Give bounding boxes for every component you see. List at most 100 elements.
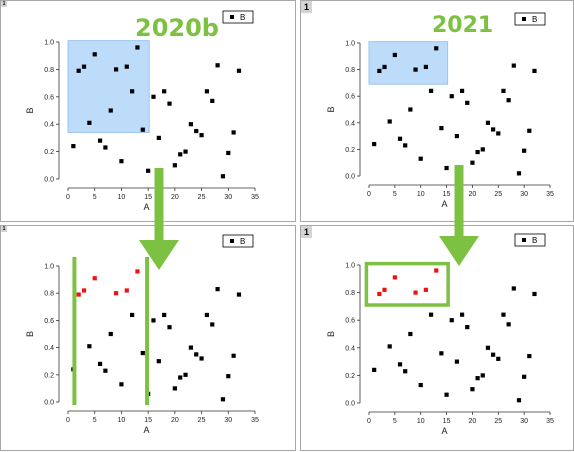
scatter-plot: 0 5 10 15 20 25 30 35 0.0 0.2 0.4 0.6 0.8 1.0 A B B xyxy=(25,10,259,212)
data-point xyxy=(183,149,188,154)
y-tick-label: 0.6 xyxy=(345,318,355,325)
data-point xyxy=(103,145,108,150)
data-point-selected xyxy=(413,290,418,295)
data-point xyxy=(215,63,220,68)
data-points xyxy=(372,268,537,403)
data-point xyxy=(76,68,81,73)
x-tick-label: 15 xyxy=(443,418,451,425)
graph-panel-2020b-after[interactable]: 1 0 5 10 15 20 25 30 35 0.0 0.2 0.4 0.6 0.8 1.0 A B B xyxy=(0,225,296,451)
data-point xyxy=(199,356,204,361)
layer-number-badge[interactable]: 1 xyxy=(1,226,7,232)
data-point xyxy=(408,331,413,337)
data-points xyxy=(372,46,537,176)
legend-label: B xyxy=(532,15,537,24)
data-point xyxy=(215,287,220,292)
data-point xyxy=(119,382,124,387)
y-tick-label: 1.0 xyxy=(44,40,54,47)
axes: 0 5 10 15 20 25 30 35 0.0 0.2 0.4 0.6 0.8 1.0 A B xyxy=(326,263,554,437)
data-point xyxy=(527,128,532,133)
data-point xyxy=(87,344,92,349)
legend-symbol xyxy=(522,238,526,242)
x-tick-label: 0 xyxy=(66,194,70,201)
data-point xyxy=(220,174,226,179)
data-point xyxy=(130,312,135,318)
data-point xyxy=(151,94,156,99)
data-point xyxy=(423,64,428,70)
data-point-selected xyxy=(377,291,382,297)
data-point-selected xyxy=(124,288,129,293)
data-point xyxy=(408,107,413,112)
x-tick-label: 35 xyxy=(546,418,554,425)
y-tick-label: 0.6 xyxy=(44,94,54,101)
x-tick-label: 10 xyxy=(118,417,126,424)
x-tick-label: 20 xyxy=(469,418,477,425)
legend-box xyxy=(222,10,254,24)
data-point xyxy=(103,368,108,373)
x-tick-label: 20 xyxy=(469,191,477,198)
x-axis-title: A xyxy=(143,425,149,435)
data-point xyxy=(71,144,76,149)
data-point-selected xyxy=(92,276,97,281)
data-point xyxy=(496,131,501,136)
data-point xyxy=(183,372,188,377)
data-point xyxy=(97,361,103,367)
data-point xyxy=(470,160,475,165)
y-tick-label: 0.0 xyxy=(345,174,355,181)
data-point xyxy=(491,352,496,357)
data-point xyxy=(434,46,439,51)
data-point xyxy=(527,353,532,359)
data-point xyxy=(119,159,124,164)
data-point xyxy=(444,165,449,171)
data-points xyxy=(71,269,242,402)
layer-number-badge[interactable]: 1 xyxy=(301,1,312,13)
data-point xyxy=(459,88,465,93)
data-point xyxy=(459,312,465,317)
y-tick-label: 1.0 xyxy=(345,41,355,48)
data-point xyxy=(501,312,506,317)
x-axis-title: A xyxy=(441,199,447,209)
x-tick-label: 15 xyxy=(144,194,152,201)
axes: 0 5 10 15 20 25 30 35 0.0 0.2 0.4 0.6 0.8 1.0 A B xyxy=(25,264,259,436)
x-tick-label: 30 xyxy=(520,418,528,425)
data-point xyxy=(231,130,236,135)
data-point xyxy=(146,168,151,173)
scatter-plot: 0 5 10 15 20 25 30 35 0.0 0.2 0.4 0.6 0.8 1.0 A B B xyxy=(326,12,554,209)
data-point xyxy=(108,108,113,113)
data-point xyxy=(403,143,408,148)
legend-symbol xyxy=(522,17,526,21)
y-axis-title: B xyxy=(326,331,336,337)
data-point xyxy=(485,345,491,350)
y-tick-label: 0.4 xyxy=(44,345,54,352)
data-point xyxy=(178,152,183,157)
data-point xyxy=(220,397,226,402)
selection-highlight-box xyxy=(364,261,450,307)
data-point xyxy=(194,128,199,134)
data-point xyxy=(387,119,392,124)
data-point xyxy=(532,291,537,297)
y-tick-label: 0.8 xyxy=(345,290,355,297)
x-tick-label: 30 xyxy=(520,191,528,198)
y-tick-label: 0.4 xyxy=(44,122,54,129)
data-point xyxy=(151,318,156,323)
data-point xyxy=(162,312,167,318)
layer-number-badge[interactable]: 1 xyxy=(301,226,312,238)
y-tick-label: 0.0 xyxy=(44,400,54,407)
x-tick-label: 5 xyxy=(93,194,97,201)
x-axis-title: A xyxy=(441,426,447,436)
data-point-selected xyxy=(81,288,87,293)
x-tick-label: 35 xyxy=(251,194,259,201)
data-point xyxy=(188,345,193,350)
graph-panel-2021-before[interactable]: 1 0 5 10 15 20 25 30 35 0.0 0.2 0.4 0.6 0.8 1.0 A B B xyxy=(300,0,574,222)
data-point xyxy=(506,98,511,103)
graph-panel-2020b-before[interactable]: 1 0 5 10 15 20 25 30 35 0.0 0.2 0.4 0.6 0.8 1.0 A B B xyxy=(0,0,296,222)
data-point xyxy=(108,331,113,337)
data-point xyxy=(172,163,177,168)
y-tick-label: 0.2 xyxy=(44,149,54,156)
layer-number-badge[interactable]: 1 xyxy=(1,1,7,7)
data-point xyxy=(92,52,97,57)
x-tick-label: 25 xyxy=(494,191,502,198)
data-point xyxy=(377,68,382,74)
data-point xyxy=(522,148,527,153)
graph-panel-2021-after[interactable]: 1 0 5 10 15 20 25 30 35 0.0 0.2 0.4 0.6 0.8 1.0 A B B xyxy=(300,225,574,451)
data-point xyxy=(226,374,231,379)
